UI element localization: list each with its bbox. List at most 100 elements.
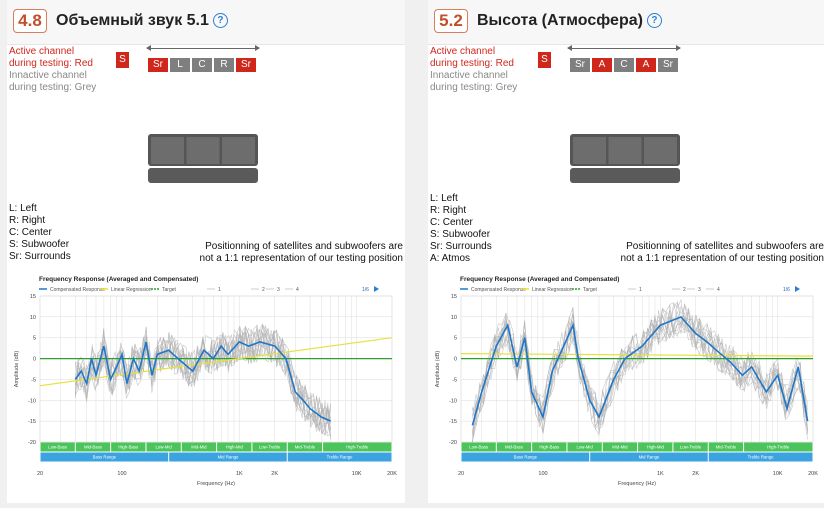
channel-box: A bbox=[636, 58, 656, 72]
chart-title: Frequency Response (Averaged and Compens… bbox=[39, 276, 198, 283]
channel-box: R bbox=[214, 58, 234, 72]
band-cell bbox=[496, 442, 532, 452]
legend-active-line1: Active channel bbox=[430, 46, 496, 57]
band-cell bbox=[532, 442, 567, 452]
y-tick-label: 0 bbox=[33, 357, 36, 363]
y-axis-label: Amplitude (dB) bbox=[435, 351, 441, 388]
series-line bbox=[74, 340, 331, 422]
channel-box: Sr bbox=[570, 58, 590, 72]
legend-inactive-line2: during testing: Grey bbox=[9, 82, 97, 93]
panel-surround-5-1: 4.8 Объемный звук 5.1? Active channel du… bbox=[7, 0, 405, 503]
next-page-icon bbox=[374, 286, 379, 292]
y-tick-label: -5 bbox=[452, 377, 457, 383]
y-tick-label: -20 bbox=[28, 440, 36, 446]
band-cell bbox=[744, 442, 813, 452]
chart-svg: Frequency Response (Averaged and Compens… bbox=[435, 276, 818, 487]
band-label: Low-Mid bbox=[576, 445, 593, 450]
y-tick-label: 10 bbox=[30, 315, 36, 321]
y-tick-label: 5 bbox=[33, 336, 36, 342]
key-item: R: Right bbox=[9, 215, 46, 226]
band-cell bbox=[602, 442, 638, 452]
series-line bbox=[471, 315, 809, 426]
frequency-response-chart[interactable]: Frequency Response (Averaged and Compens… bbox=[8, 270, 405, 503]
x-tick-label: 20K bbox=[387, 471, 397, 477]
y-tick-label: 0 bbox=[454, 357, 457, 363]
legend-active-line2: during testing: Red bbox=[430, 58, 514, 69]
band-label: Low-Bass bbox=[48, 445, 67, 450]
channel-legend: Active channel during testing: Red Innac… bbox=[9, 46, 109, 94]
channel-box: A bbox=[592, 58, 612, 72]
band-label: Mid-Mid bbox=[191, 445, 207, 450]
score-badge: 4.8 bbox=[13, 9, 47, 33]
range-label: Treble Range bbox=[748, 455, 774, 460]
legend-label: 3 bbox=[698, 287, 701, 293]
position-note: Positionning of satellites and subwoofer… bbox=[200, 241, 403, 265]
band-label: High-Treble bbox=[346, 445, 369, 450]
channel-box: L bbox=[170, 58, 190, 72]
y-tick-label: -20 bbox=[449, 440, 457, 446]
channel-box: C bbox=[192, 58, 212, 72]
help-icon[interactable]: ? bbox=[646, 13, 662, 28]
band-cell bbox=[146, 442, 181, 452]
key-item: S: Subwoofer bbox=[430, 229, 491, 240]
band-label: Mid-Bass bbox=[505, 445, 523, 450]
y-axis-label: Amplitude (dB) bbox=[14, 351, 20, 388]
band-label: High-Treble bbox=[767, 445, 790, 450]
band-label: Low-Bass bbox=[469, 445, 488, 450]
x-tick-label: 100 bbox=[117, 471, 126, 477]
band-cell bbox=[567, 442, 602, 452]
legend-label: 4 bbox=[296, 287, 299, 293]
frequency-response-chart[interactable]: Frequency Response (Averaged and Compens… bbox=[429, 270, 824, 503]
legend-label: Linear Regression bbox=[532, 287, 573, 293]
key-item: S: Subwoofer bbox=[9, 239, 70, 250]
measurement-trace bbox=[472, 303, 808, 436]
y-tick-label: -5 bbox=[31, 377, 36, 383]
legend-inactive-line2: during testing: Grey bbox=[430, 82, 518, 93]
page-indicator: 1/6 bbox=[362, 287, 369, 293]
y-tick-label: 5 bbox=[454, 336, 457, 342]
x-tick-label: 10K bbox=[773, 471, 783, 477]
panel-title-text: Объемный звук 5.1 bbox=[56, 12, 209, 29]
range-label: Mid Range bbox=[639, 455, 660, 460]
measurement-trace bbox=[472, 307, 808, 443]
score-badge: 5.2 bbox=[434, 9, 468, 33]
channel-key: L: Left R: Right C: Center S: Subwoofer … bbox=[430, 193, 492, 265]
y-tick-label: 15 bbox=[30, 294, 36, 300]
key-item: C: Center bbox=[9, 227, 52, 238]
legend-label: Target bbox=[162, 287, 177, 293]
range-cell bbox=[461, 452, 590, 462]
x-axis-label: Frequency (Hz) bbox=[618, 481, 656, 487]
help-icon[interactable]: ? bbox=[212, 13, 228, 28]
key-item: L: Left bbox=[430, 193, 458, 204]
range-cell bbox=[708, 452, 813, 462]
channel-legend: Active channel during testing: Red Innac… bbox=[430, 46, 530, 94]
legend-label: 2 bbox=[262, 287, 265, 293]
chart-legend: Compensated Response Linear Regression Tar… bbox=[460, 287, 720, 293]
key-item: Sr: Surrounds bbox=[430, 241, 492, 252]
y-tick-label: 10 bbox=[451, 315, 457, 321]
legend-inactive-line1: Innactive channel bbox=[430, 70, 508, 81]
band-cell bbox=[217, 442, 252, 452]
band-bar-top: Low-Bass Mid-Bass High-Bass Low-Mid Mid-Mid H… bbox=[40, 442, 392, 452]
panel-header: 5.2 Высота (Атмосфера)? bbox=[428, 0, 824, 45]
channel-row: Sr L C R Sr bbox=[148, 58, 256, 72]
band-label: High-Bass bbox=[118, 445, 138, 450]
note-line1: Positionning of satellites and subwoofer… bbox=[626, 241, 824, 252]
range-cell bbox=[169, 452, 287, 462]
y-tick-label: -10 bbox=[28, 398, 36, 404]
band-cell bbox=[181, 442, 217, 452]
chart-svg: Frequency Response (Averaged and Compens… bbox=[14, 276, 397, 487]
range-cell bbox=[287, 452, 392, 462]
panel-header: 4.8 Объемный звук 5.1? bbox=[7, 0, 405, 45]
key-item: L: Left bbox=[9, 203, 37, 214]
y-tick-label: -15 bbox=[449, 419, 457, 425]
legend-label: Compensated Response bbox=[471, 287, 526, 293]
band-cell bbox=[638, 442, 673, 452]
chart-legend: Compensated Response Linear Regression Tar… bbox=[39, 287, 299, 293]
chart-title: Frequency Response (Averaged and Compens… bbox=[460, 276, 619, 283]
channel-box: C bbox=[614, 58, 634, 72]
direction-arrow bbox=[567, 45, 681, 51]
next-page-icon bbox=[795, 286, 800, 292]
range-label: Bass Range bbox=[93, 455, 117, 460]
x-tick-label: 2K bbox=[692, 471, 699, 477]
